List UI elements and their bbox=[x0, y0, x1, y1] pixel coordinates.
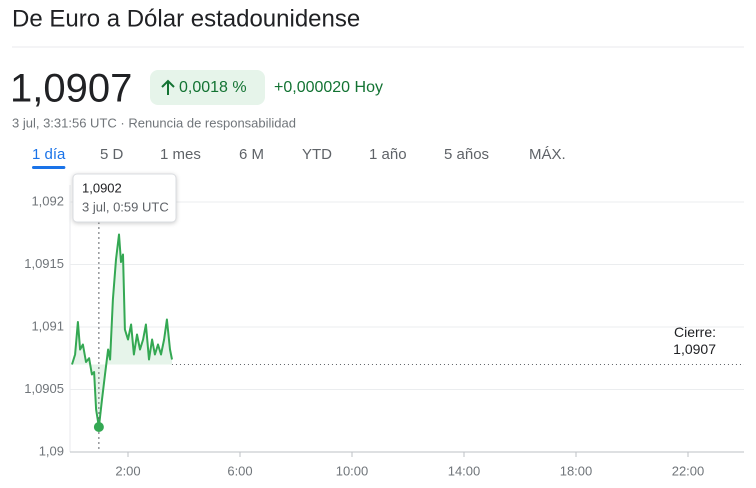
tab[interactable]: 1 día bbox=[32, 146, 66, 163]
change-percent: 0,0018 % bbox=[179, 79, 247, 96]
y-tick-label: 1,091 bbox=[31, 318, 64, 333]
tooltip-box bbox=[72, 173, 177, 223]
hover-point bbox=[93, 422, 104, 432]
tab[interactable]: 6 M bbox=[239, 146, 264, 163]
change-abs: +0,000020 Hoy bbox=[274, 79, 383, 96]
tabs: 1 día 5 D 1 mes 6 M YTD 1 año 5 años MÁX. bbox=[32, 146, 566, 169]
x-tick-label: 10:00 bbox=[336, 463, 369, 478]
tooltip-time: 3 jul, 0:59 UTC bbox=[82, 199, 169, 214]
y-tick-label: 1,092 bbox=[31, 193, 64, 208]
tab[interactable]: 5 D bbox=[100, 146, 124, 163]
x-tick-label: 6:00 bbox=[227, 463, 252, 478]
tab[interactable]: YTD bbox=[302, 146, 332, 163]
price-line bbox=[71, 233, 173, 428]
x-tick-label: 2:00 bbox=[115, 463, 140, 478]
title: De Euro a Dólar estadounidense bbox=[12, 5, 360, 32]
x-tick-label: 18:00 bbox=[560, 463, 593, 478]
change-pill bbox=[150, 70, 265, 105]
x-tick-label: 14:00 bbox=[448, 463, 481, 478]
x-tick-label: 22:00 bbox=[672, 463, 705, 478]
price: 1,0907 bbox=[10, 67, 132, 111]
tooltip-value: 1,0902 bbox=[82, 180, 122, 195]
y-tick-label: 1,0915 bbox=[24, 256, 64, 271]
tab-underline bbox=[32, 166, 66, 169]
area bbox=[72, 234, 172, 427]
close-label: 1,0907 bbox=[673, 341, 716, 357]
close-title: Cierre: bbox=[674, 324, 716, 340]
tab[interactable]: 5 años bbox=[444, 146, 489, 163]
tab[interactable]: 1 año bbox=[369, 146, 407, 163]
y-tick-label: 1,0905 bbox=[24, 381, 64, 396]
timestamp: 3 jul, 3:31:56 UTC · Renuncia de respons… bbox=[12, 115, 296, 130]
tab[interactable]: MÁX. bbox=[529, 146, 566, 163]
y-tick-label: 1,09 bbox=[39, 443, 64, 458]
tab[interactable]: 1 mes bbox=[160, 146, 201, 163]
up-arrow bbox=[161, 79, 175, 95]
plot: 1,09 1,0905 1,091 1,0915 1,092 2:00 6:00 10:00 1… bbox=[24, 173, 744, 478]
